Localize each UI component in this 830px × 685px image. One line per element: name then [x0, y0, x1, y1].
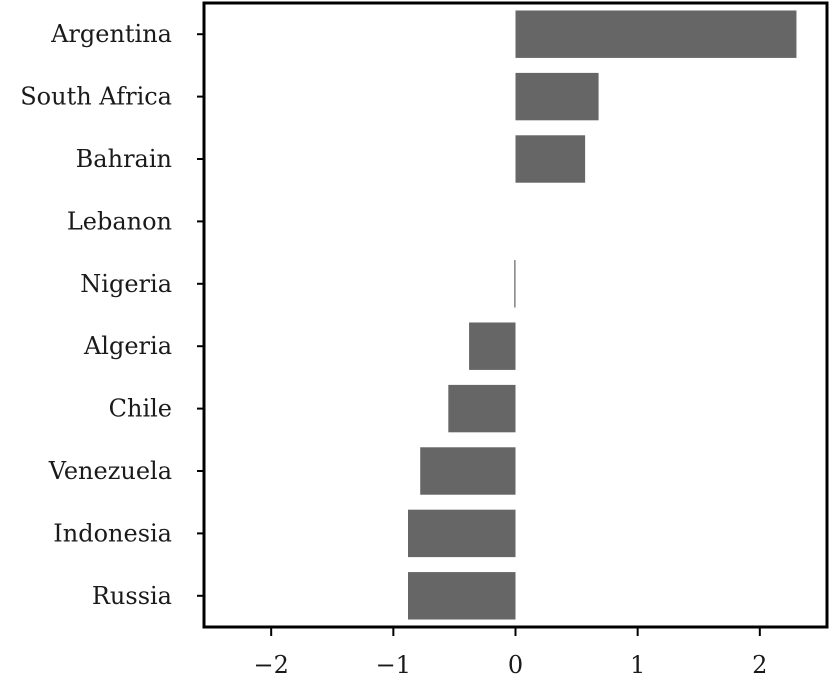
- bar-russia: [408, 572, 516, 620]
- category-label-argentina: Argentina: [50, 20, 172, 48]
- category-label-bahrain: Bahrain: [76, 145, 172, 173]
- category-label-indonesia: Indonesia: [53, 519, 172, 547]
- category-label-venezuela: Venezuela: [48, 457, 172, 485]
- x-axis-ticks: −2 −1 0 1 2: [253, 627, 767, 679]
- x-tick-label: 1: [630, 651, 645, 679]
- x-tick-label: −1: [376, 651, 411, 679]
- bar-venezuela: [420, 447, 516, 495]
- bar-chile: [448, 384, 516, 433]
- category-label-russia: Russia: [92, 582, 172, 610]
- category-labels: Argentina South Africa Bahrain Lebanon Niger…: [20, 20, 204, 610]
- bar-algeria: [469, 322, 516, 370]
- x-tick-label: 2: [752, 651, 767, 679]
- x-tick-label: 0: [508, 651, 523, 679]
- category-label-lebanon: Lebanon: [67, 207, 172, 235]
- category-label-nigeria: Nigeria: [80, 270, 172, 298]
- category-label-algeria: Algeria: [83, 332, 172, 360]
- x-tick-label: −2: [253, 651, 288, 679]
- bar-indonesia: [408, 509, 516, 558]
- bars-group: [408, 10, 797, 620]
- category-label-chile: Chile: [109, 395, 172, 423]
- category-label-south-africa: South Africa: [20, 83, 172, 111]
- bar-argentina: [515, 10, 797, 58]
- bar-bahrain: [515, 135, 586, 183]
- plot-frame: [202, 1, 829, 629]
- bar-nigeria: [514, 260, 516, 308]
- bar-south-africa: [515, 72, 599, 121]
